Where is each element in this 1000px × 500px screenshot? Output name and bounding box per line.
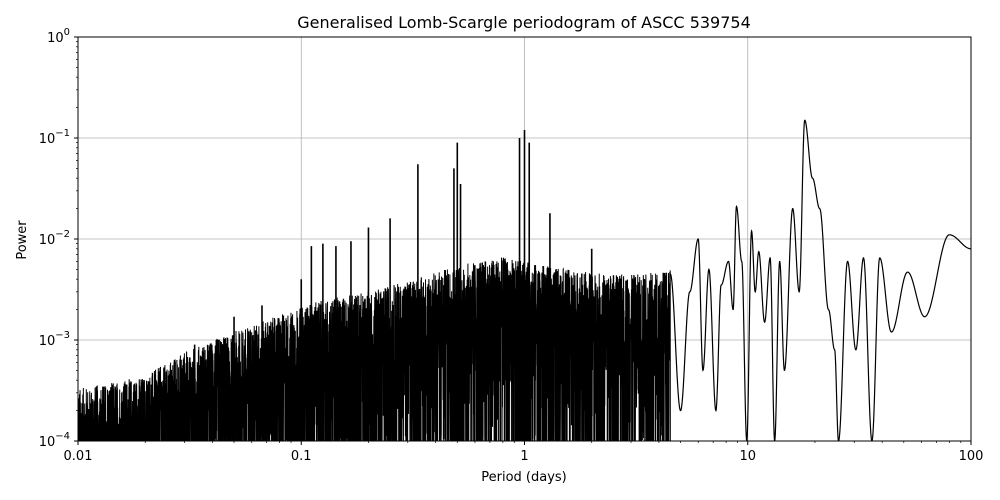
y-tick-label: 100 bbox=[47, 27, 70, 46]
x-tick-label: 0.01 bbox=[64, 449, 93, 464]
y-axis-label: Power bbox=[15, 220, 30, 260]
x-axis-label: Period (days) bbox=[481, 470, 567, 485]
y-tick-label: 10−3 bbox=[39, 330, 70, 349]
periodogram-noise-series bbox=[78, 257, 671, 441]
x-axis-ticks: 0.01 0.1 1 10 100 bbox=[64, 441, 984, 464]
y-tick-label: 10−2 bbox=[39, 229, 70, 248]
x-tick-label: 0.1 bbox=[291, 449, 312, 464]
periodogram-smooth-series bbox=[669, 119, 971, 441]
y-tick-label: 10−4 bbox=[39, 431, 70, 450]
y-tick-label: 10−1 bbox=[39, 128, 70, 147]
x-tick-label: 10 bbox=[739, 449, 756, 464]
x-tick-label: 1 bbox=[520, 449, 528, 464]
plot-area bbox=[78, 119, 971, 441]
y-axis-ticks: 10−4 10−3 10−2 10−1 100 bbox=[39, 27, 78, 450]
chart-title: Generalised Lomb-Scargle periodogram of … bbox=[297, 13, 751, 32]
x-tick-label: 100 bbox=[959, 449, 984, 464]
